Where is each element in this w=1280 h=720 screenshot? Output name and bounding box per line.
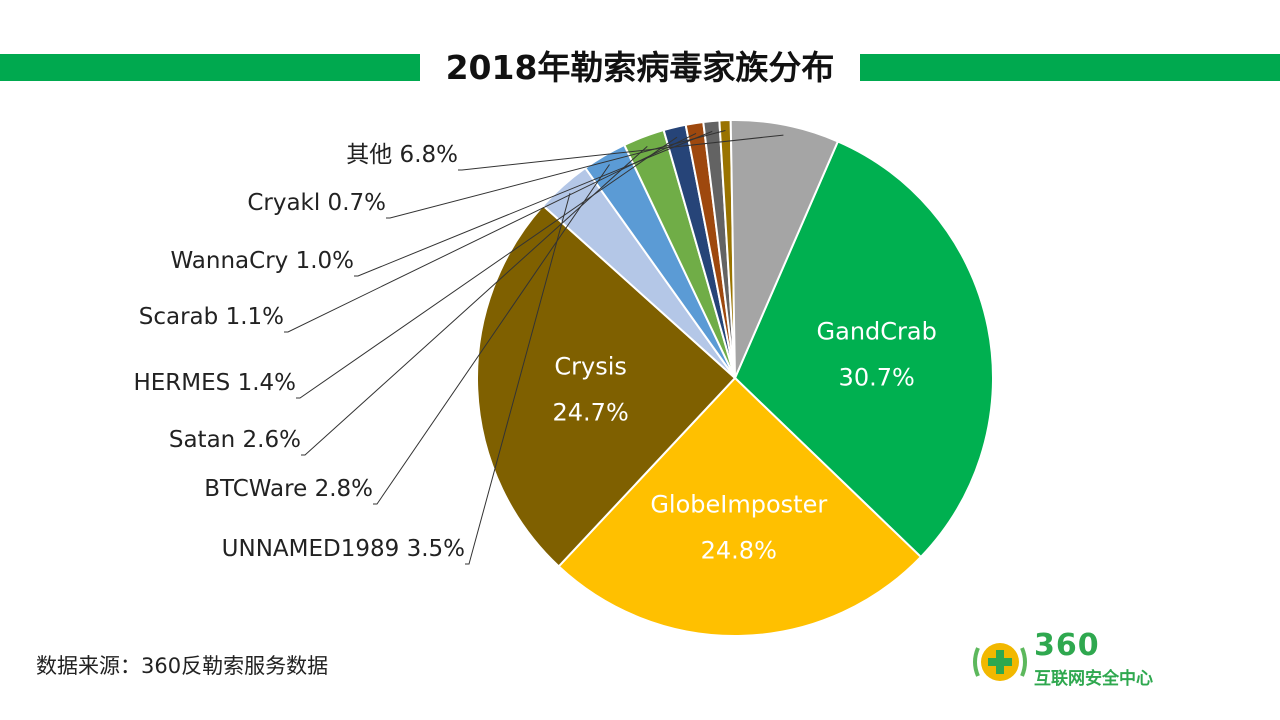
logo-360: 360 互联网安全中心 — [970, 628, 1200, 692]
slice-outside-label-4: BTCWare 2.8% — [204, 476, 373, 502]
pie-slice-0 — [733, 140, 994, 559]
logo-emblem-icon — [973, 643, 1027, 681]
slice-name-label-2: Crysis — [554, 352, 627, 380]
slice-name-label-1: GlobeImposter — [650, 490, 827, 518]
slice-outside-label-6: HERMES 1.4% — [133, 370, 296, 396]
leader-line-4 — [373, 164, 610, 505]
slice-outside-label-3: UNNAMED1989 3.5% — [222, 536, 465, 562]
slice-outside-label-5: Satan 2.6% — [169, 427, 301, 453]
slice-name-label-0: GandCrab — [817, 318, 937, 346]
data-source-note: 数据来源：360反勒索服务数据 — [36, 654, 329, 678]
leader-line-8 — [354, 130, 713, 277]
slice-outside-label-10: 其他 6.8% — [346, 142, 458, 168]
pie-slice-10 — [729, 119, 840, 379]
pie-slice-2 — [476, 204, 737, 568]
leader-line-5 — [301, 145, 648, 456]
slice-outside-label-9: Cryakl 0.7% — [247, 190, 386, 216]
slice-value-label-1: 24.8% — [701, 536, 777, 564]
logo-number: 360 — [1034, 628, 1100, 663]
title-bar-left — [0, 54, 420, 81]
leader-line-6 — [296, 136, 678, 399]
slice-outside-label-8: WannaCry 1.0% — [171, 248, 354, 274]
title-bar-right — [860, 54, 1280, 81]
leader-line-7 — [284, 132, 697, 333]
slice-value-label-0: 30.7% — [839, 364, 915, 392]
page-title: 2018年勒索病毒家族分布 — [445, 48, 835, 87]
leader-line-9 — [386, 130, 726, 219]
leader-line-10 — [458, 134, 784, 171]
logo-name: 互联网安全中心 — [1034, 669, 1153, 689]
pie-slice-1 — [557, 376, 923, 637]
slice-value-label-2: 24.7% — [553, 398, 629, 426]
leader-line-3 — [465, 193, 571, 565]
slice-outside-label-7: Scarab 1.1% — [139, 304, 284, 330]
